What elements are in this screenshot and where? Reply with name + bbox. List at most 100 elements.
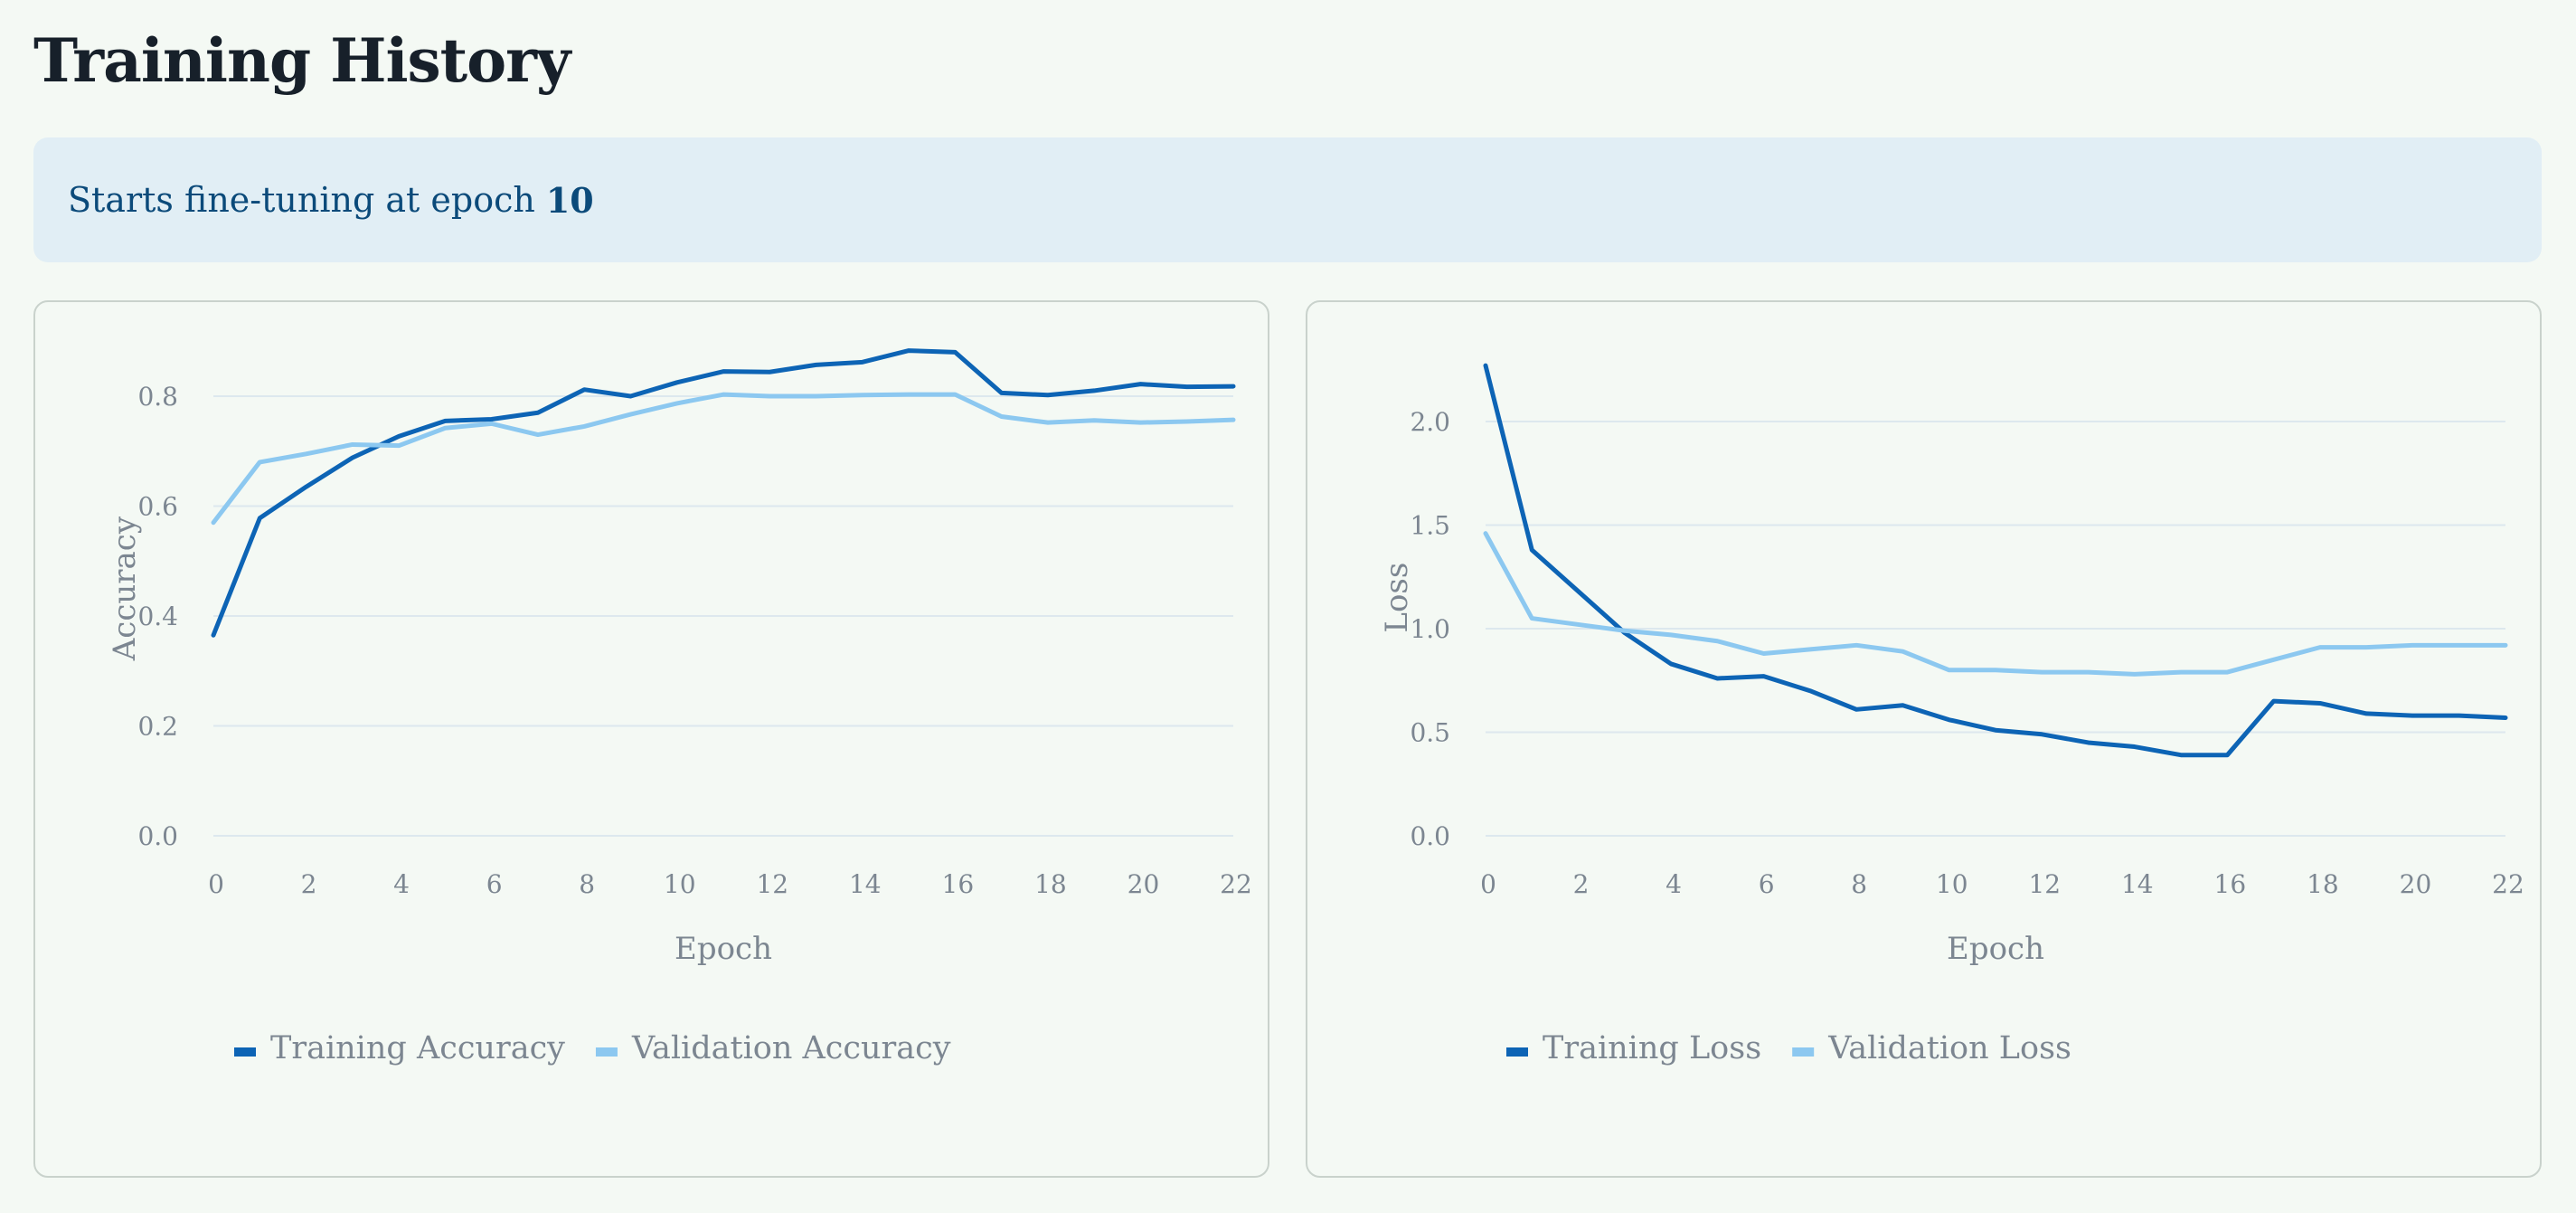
accuracy-data-point [1185,385,1189,389]
accuracy-legend-label: Validation Accuracy [631,1030,951,1066]
accuracy-x-tick-label: 2 [301,869,317,899]
loss-data-point [1530,617,1533,621]
accuracy-x-tick-label: 16 [942,869,975,899]
loss-data-point [1623,629,1627,632]
accuracy-x-tick-label: 12 [756,869,788,899]
loss-data-point [2411,714,2414,717]
loss-data-point [1762,651,1766,655]
loss-data-point [1484,364,1487,367]
accuracy-data-point [351,442,354,446]
accuracy-data-point [1092,419,1096,422]
accuracy-data-point [861,360,864,364]
accuracy-x-tick-label: 8 [579,869,595,899]
accuracy-data-point [722,370,725,374]
accuracy-data-point [861,393,864,397]
accuracy-data-point [628,412,632,416]
accuracy-data-point [397,434,401,438]
accuracy-data-point [443,419,447,422]
accuracy-data-point [953,350,957,354]
loss-x-tick-label: 14 [2121,869,2154,899]
fine-tune-epoch: 10 [545,179,594,221]
loss-data-point [1669,633,1673,637]
accuracy-series-line-validation [211,392,1236,526]
loss-data-point [2504,643,2507,647]
accuracy-data-point [768,370,771,374]
accuracy-x-tick-label: 10 [664,869,696,899]
accuracy-data-point [815,363,818,366]
accuracy-y-tick-label: 0.8 [137,382,178,412]
accuracy-x-tick-label: 4 [393,869,410,899]
accuracy-data-point [815,394,818,398]
loss-data-point [1901,704,1904,707]
loss-data-point [2364,712,2368,715]
accuracy-data-point [675,402,679,405]
loss-x-tick-label: 12 [2028,869,2061,899]
accuracy-data-point [305,485,308,488]
accuracy-data-point [907,393,911,396]
accuracy-legend-label: Training Accuracy [270,1030,565,1066]
accuracy-chart-card: 0.0 0.2 0.4 0.6 0.8 0 2 4 6 8 10 12 14 16 18 20 22 Epoch A… [33,300,1269,1178]
loss-data-point [2087,670,2090,674]
accuracy-data-point [536,411,540,414]
accuracy-data-point [1185,420,1189,423]
accuracy-data-point [907,349,911,353]
accuracy-x-axis-title: Epoch [675,931,772,967]
loss-data-point [1715,640,1719,643]
accuracy-x-tick-label: 18 [1034,869,1067,899]
loss-data-point [2133,745,2137,749]
accuracy-data-point [1046,421,1050,424]
accuracy-data-point [1231,418,1235,422]
accuracy-data-point [953,393,957,396]
loss-legend-swatch [1792,1047,1815,1057]
accuracy-y-tick-label: 0.2 [137,712,178,742]
accuracy-data-point [258,460,261,464]
loss-data-point [2458,714,2461,717]
loss-x-tick-label: 16 [2214,869,2247,899]
accuracy-data-point [305,452,308,456]
accuracy-data-point [212,521,215,525]
loss-data-point [1484,532,1487,535]
loss-y-tick-label: 2.0 [1410,407,1450,437]
loss-data-point [1948,668,1951,672]
loss-data-point [1577,622,1581,626]
loss-data-point [2179,670,2183,674]
loss-x-tick-label: 6 [1759,869,1775,899]
accuracy-data-point [212,633,215,637]
page-title: Training History [33,25,571,96]
accuracy-data-point [675,381,679,384]
loss-chart: 0.0 0.5 1.0 1.5 2.0 0 2 4 6 8 10 12 14 16 18 20 22 Epoch L… [1379,363,2524,1066]
accuracy-data-point [443,426,447,430]
loss-x-tick-label: 20 [2400,869,2432,899]
loss-data-point [1994,728,1997,732]
accuracy-x-tick-label: 14 [849,869,882,899]
accuracy-x-tick-label: 0 [208,869,224,899]
accuracy-data-point [1138,421,1142,424]
loss-data-point [2179,753,2183,757]
loss-data-point [1577,590,1581,593]
accuracy-data-point [490,418,494,422]
loss-data-point [1901,649,1904,653]
loss-x-tick-label: 8 [1851,869,1867,899]
accuracy-data-point [1000,391,1004,394]
loss-data-point [2272,658,2276,661]
loss-data-point [1808,648,1812,651]
loss-data-point [1762,675,1766,678]
loss-y-tick-label: 1.0 [1410,614,1450,644]
accuracy-y-tick-label: 0.6 [137,492,178,522]
accuracy-x-tick-label: 20 [1128,869,1160,899]
accuracy-data-point [1046,393,1050,397]
accuracy-data-point [1231,384,1235,388]
accuracy-data-point [1000,414,1004,418]
loss-data-point [2504,715,2507,719]
accuracy-data-point [1138,383,1142,386]
accuracy-data-point [722,393,725,396]
accuracy-y-tick-label: 0.4 [137,602,178,631]
fine-tuning-banner: Starts fine-tuning at epoch 10 [33,137,2542,262]
loss-y-tick-label: 1.5 [1410,511,1450,541]
accuracy-data-point [258,516,261,520]
accuracy-y-tick-label: 0.0 [137,821,178,851]
loss-data-point [2364,646,2368,649]
banner-text: Starts fine-tuning at epoch [68,180,535,220]
loss-data-point [1854,643,1858,647]
loss-data-point [1715,677,1719,680]
